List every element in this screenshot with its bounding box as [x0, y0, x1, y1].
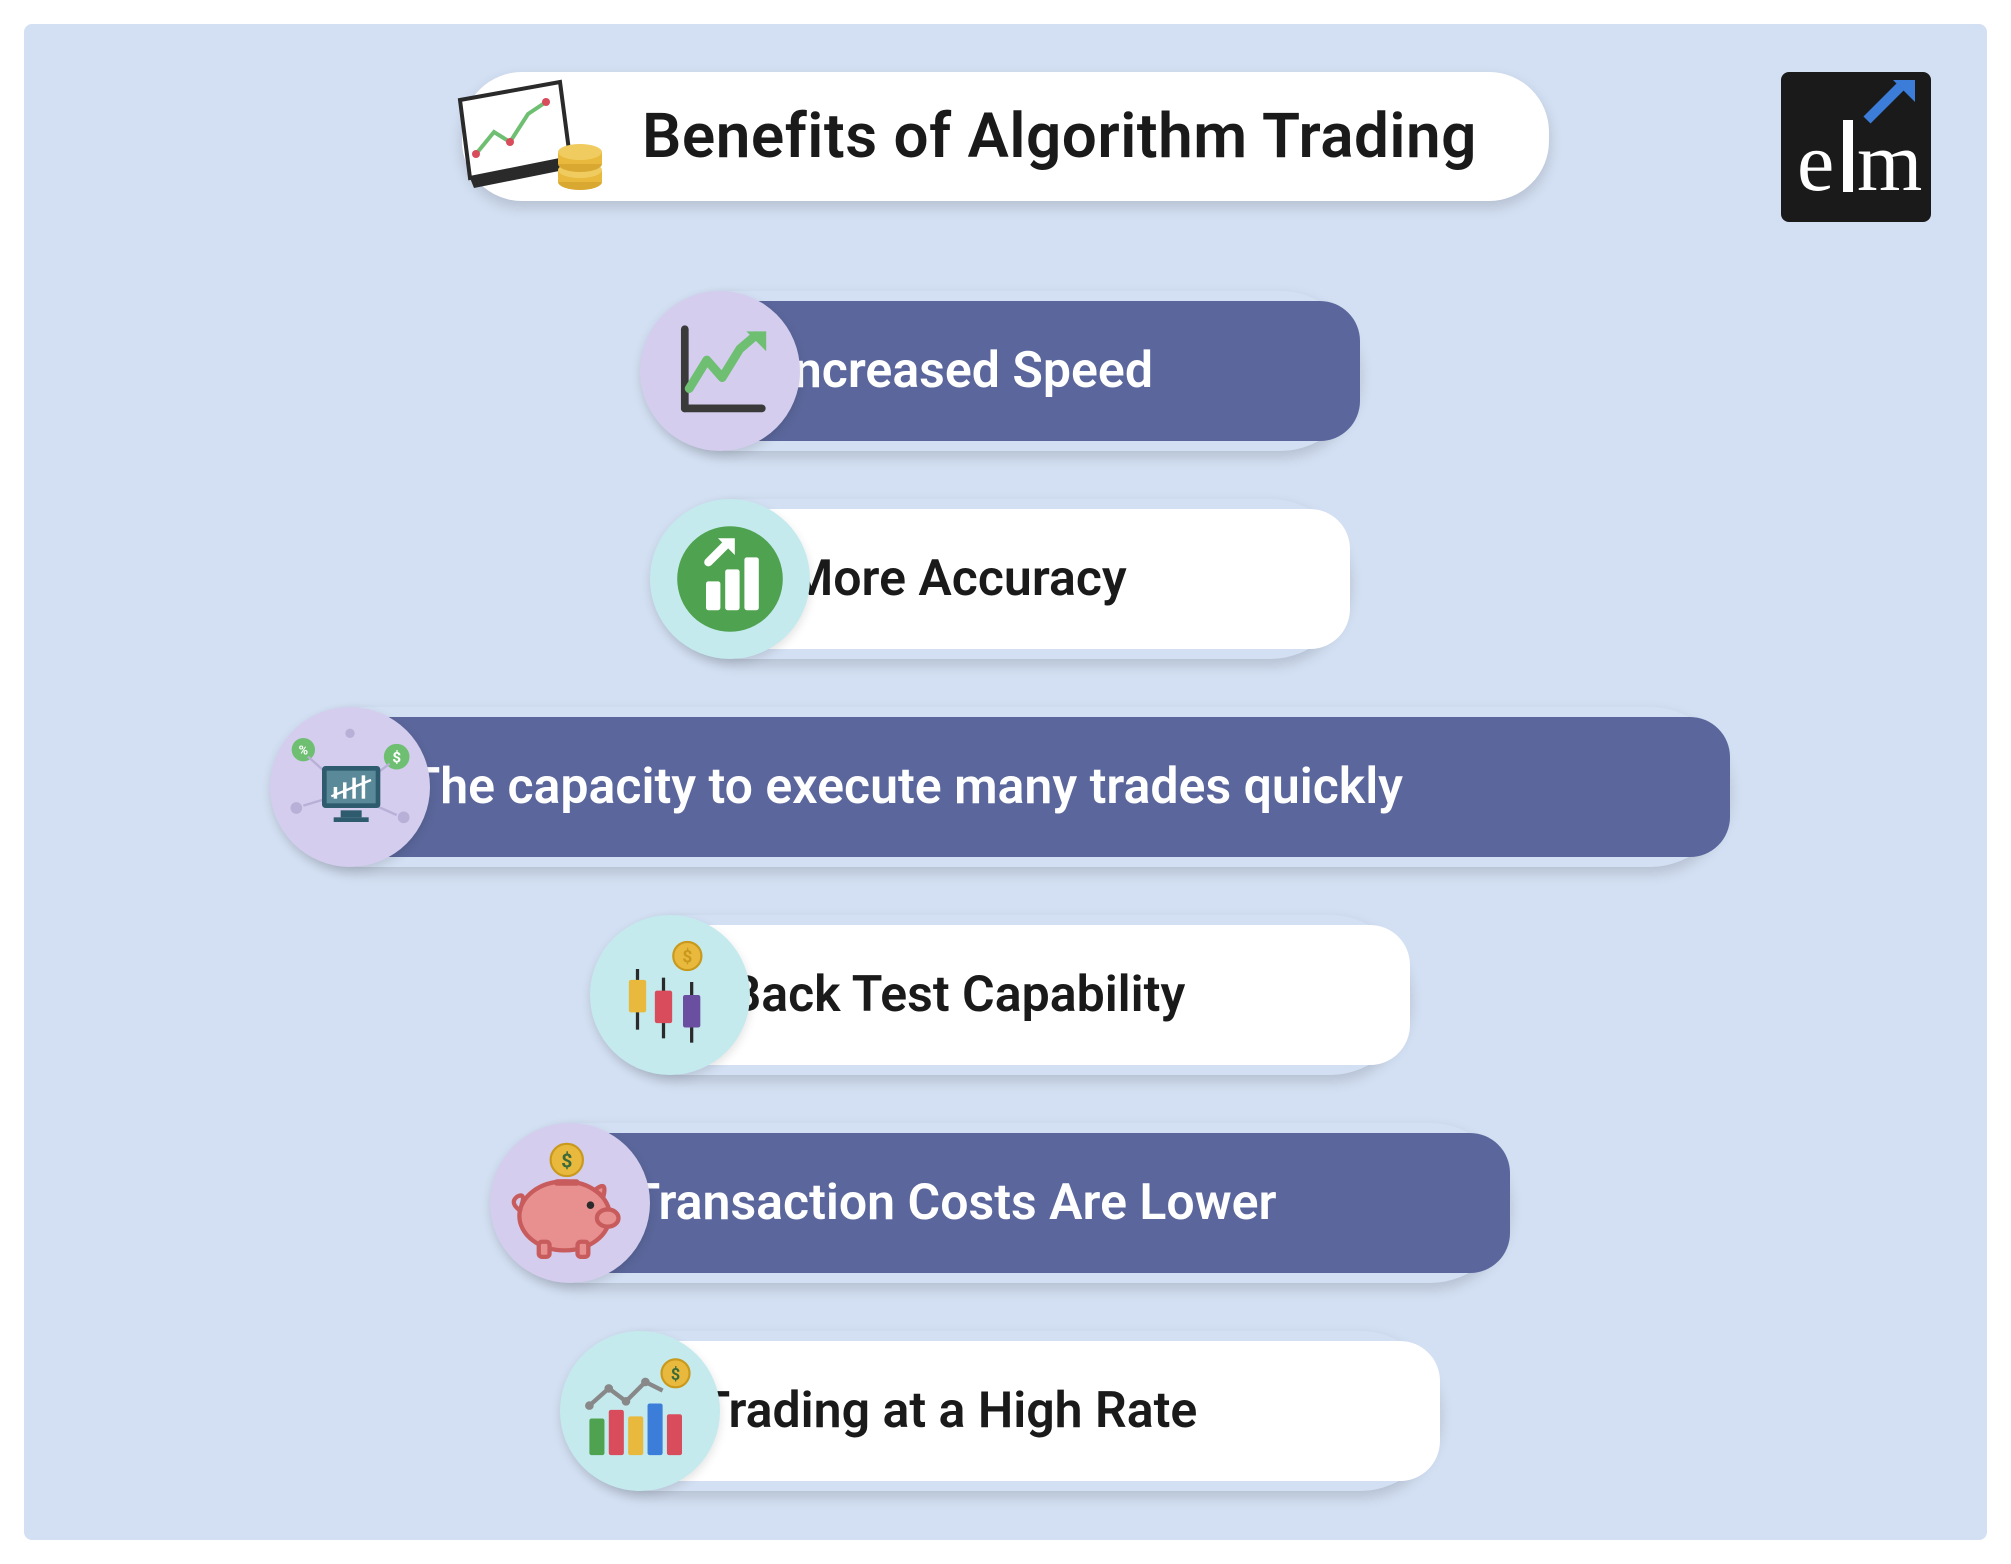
- logo: e m: [1781, 72, 1931, 222]
- svg-text:$: $: [392, 749, 401, 767]
- benefit-label: More Accuracy: [790, 550, 1127, 608]
- piggy-bank-coin-icon: $: [490, 1123, 650, 1283]
- benefit-bar: Transaction Costs Are Lower: [570, 1133, 1510, 1273]
- benefit-label: Trading at a High Rate: [700, 1382, 1198, 1440]
- svg-text:$: $: [682, 948, 692, 968]
- benefit-bar: More Accuracy: [730, 509, 1350, 649]
- infographic-canvas: Benefits of Algorithm Trading e m: [24, 24, 1987, 1540]
- benefit-list: Increased Speed More Accuracy: [80, 291, 1931, 1491]
- benefit-bar: The capacity to execute many trades quic…: [350, 717, 1730, 857]
- page-title: Benefits of Algorithm Trading: [642, 100, 1477, 173]
- svg-text:$: $: [670, 1365, 679, 1384]
- svg-text:$: $: [561, 1149, 572, 1172]
- benefit-label: Back Test Capability: [730, 966, 1186, 1024]
- benefit-bar: Trading at a High Rate: [640, 1341, 1440, 1481]
- header-row: Benefits of Algorithm Trading e m: [80, 72, 1931, 201]
- benefit-item: $ Tr: [502, 1123, 1510, 1283]
- title-chart-coins-icon: [442, 72, 612, 202]
- benefit-label: Increased Speed: [780, 342, 1153, 400]
- benefit-item: $ Trading at a High Rate: [572, 1331, 1440, 1491]
- candlesticks-coin-icon: $: [590, 915, 750, 1075]
- title-pill: Benefits of Algorithm Trading: [462, 72, 1549, 201]
- svg-text:m: m: [1857, 116, 1922, 209]
- benefit-item: More Accuracy: [662, 499, 1350, 659]
- benefit-label: Transaction Costs Are Lower: [630, 1174, 1277, 1232]
- benefit-bar: Back Test Capability: [670, 925, 1410, 1065]
- benefit-bar: Increased Speed: [720, 301, 1360, 441]
- benefit-item: % $: [282, 707, 1730, 867]
- bars-trend-coin-icon: $: [560, 1331, 720, 1491]
- benefit-item: Increased Speed: [652, 291, 1360, 451]
- bars-arrow-up-icon: [650, 499, 810, 659]
- benefit-label: The capacity to execute many trades quic…: [410, 758, 1404, 816]
- monitor-dollar-icon: % $: [270, 707, 430, 867]
- benefit-item: $ Back Test Capability: [602, 915, 1410, 1075]
- svg-text:e: e: [1797, 116, 1834, 209]
- line-chart-up-icon: [640, 291, 800, 451]
- svg-text:%: %: [298, 743, 307, 758]
